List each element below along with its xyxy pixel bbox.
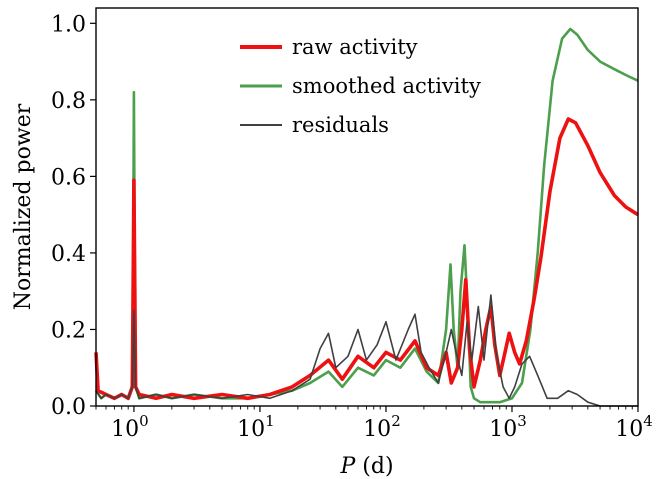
y-tick-label: 1.0 [51, 12, 86, 37]
legend-label: residuals [292, 113, 389, 137]
legend-label: raw activity [292, 35, 418, 59]
y-tick-label: 0.8 [51, 89, 86, 114]
plot-frame [95, 7, 639, 407]
y-tick-label: 0.2 [51, 318, 86, 343]
y-axis-label: Normalized power [11, 103, 36, 310]
series-layer [94, 27, 639, 407]
x-axis-label-var: P [339, 454, 356, 479]
y-tick-label: 0.4 [51, 242, 86, 267]
series-line-residuals [95, 294, 638, 407]
x-tick-label: 100 [111, 412, 149, 442]
x-tick-label: 101 [237, 412, 275, 442]
legend-label: smoothed activity [292, 74, 481, 98]
x-tick-label: 104 [615, 412, 653, 442]
x-axis-label-unit: (d) [355, 454, 393, 479]
ticks-layer: 100 101 102 103 104 0.0 0.2 0.4 0.6 0.8 1.0 [51, 12, 653, 442]
x-axis-label: P (d) [339, 454, 393, 479]
y-tick-label: 0.6 [51, 165, 86, 190]
x-tick-label: 102 [363, 412, 401, 442]
x-tick-label: 103 [489, 412, 527, 442]
y-tick-label: 0.0 [51, 395, 86, 420]
legend: raw activity smoothed activity residuals [240, 35, 481, 137]
series-line-raw-activity [94, 117, 639, 401]
